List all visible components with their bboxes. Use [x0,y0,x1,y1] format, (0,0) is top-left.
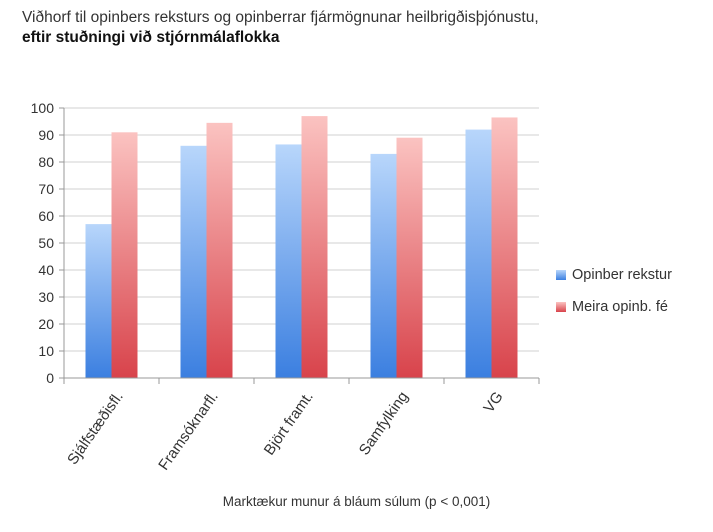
bar-series-2-2 [206,122,233,378]
bar-series-2-3 [301,116,328,378]
bar-series-2-5 [491,117,518,378]
y-tick-label: 20 [38,316,54,332]
x-tick-label: Samfylking [356,389,412,459]
bars [85,116,518,378]
x-tick-label: Björt framt. [261,389,317,459]
y-tick-label: 0 [46,370,54,386]
bar-series-1-5 [465,129,492,378]
legend-swatch-series-2 [556,302,566,312]
y-tick-label: 80 [38,154,54,170]
x-axis-tick-labels: Sjálfstæðisfl. Framsóknarfl. Björt framt. S… [64,389,507,474]
bar-series-1-1 [85,224,112,378]
y-tick-label: 10 [38,343,54,359]
y-tick-label: 70 [38,181,54,197]
y-tick-label: 90 [38,127,54,143]
y-tick-label: 40 [38,262,54,278]
x-tick-label: VG [480,389,506,417]
bar-chart: 0 10 20 30 40 50 60 70 80 90 100 Sjálfstæðisfl. Fra… [31,100,540,474]
y-tick-label: 50 [38,235,54,251]
y-tick-label: 30 [38,289,54,305]
x-tick-label: Sjálfstæðisfl. [64,389,127,468]
bar-series-1-4 [370,153,397,378]
bar-series-2-4 [396,137,423,378]
legend-label-series-1: Opinber rekstur [572,267,672,283]
y-tick-label: 100 [31,100,55,116]
chart-title-line1: Viðhorf til opinbers reksturs og opinber… [22,9,539,26]
axis-lines [63,108,540,384]
chart-title: Viðhorf til opinbers reksturs og opinber… [22,9,539,47]
chart-caption: Marktækur munur á bláum súlum (p < 0,001… [222,494,491,509]
bar-series-2-1 [111,132,138,378]
y-tick-label: 60 [38,208,54,224]
bar-series-1-2 [180,145,207,378]
x-tick-label: Framsóknarfl. [155,389,222,474]
y-axis-tick-labels: 0 10 20 30 40 50 60 70 80 90 100 [31,100,55,386]
legend-swatch-series-1 [556,270,566,280]
legend-label-series-2: Meira opinb. fé [572,299,668,315]
chart-subtitle: eftir stuðningi við stjórnmálaflokka [22,29,280,46]
bar-series-1-3 [275,144,302,378]
